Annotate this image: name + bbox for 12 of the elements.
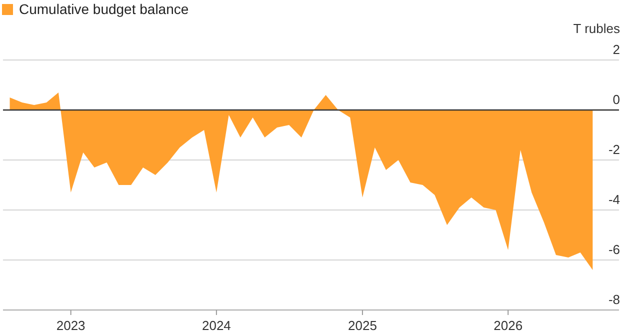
x-tick-label: 2025 [348, 318, 377, 333]
y-axis-title: T rubles [573, 21, 620, 36]
y-tick-label: -6 [608, 242, 620, 257]
legend-label: Cumulative budget balance [19, 1, 189, 17]
y-tick-label: 0 [612, 92, 620, 107]
y-tick-label: -4 [608, 192, 620, 207]
y-tick-label: -8 [608, 292, 620, 307]
x-tick-label: 2026 [494, 318, 523, 333]
x-tick-label: 2023 [56, 318, 86, 333]
y-tick-label: -2 [608, 142, 620, 157]
y-tick-label: 2 [612, 42, 620, 57]
x-tick-label: 2024 [202, 318, 231, 333]
